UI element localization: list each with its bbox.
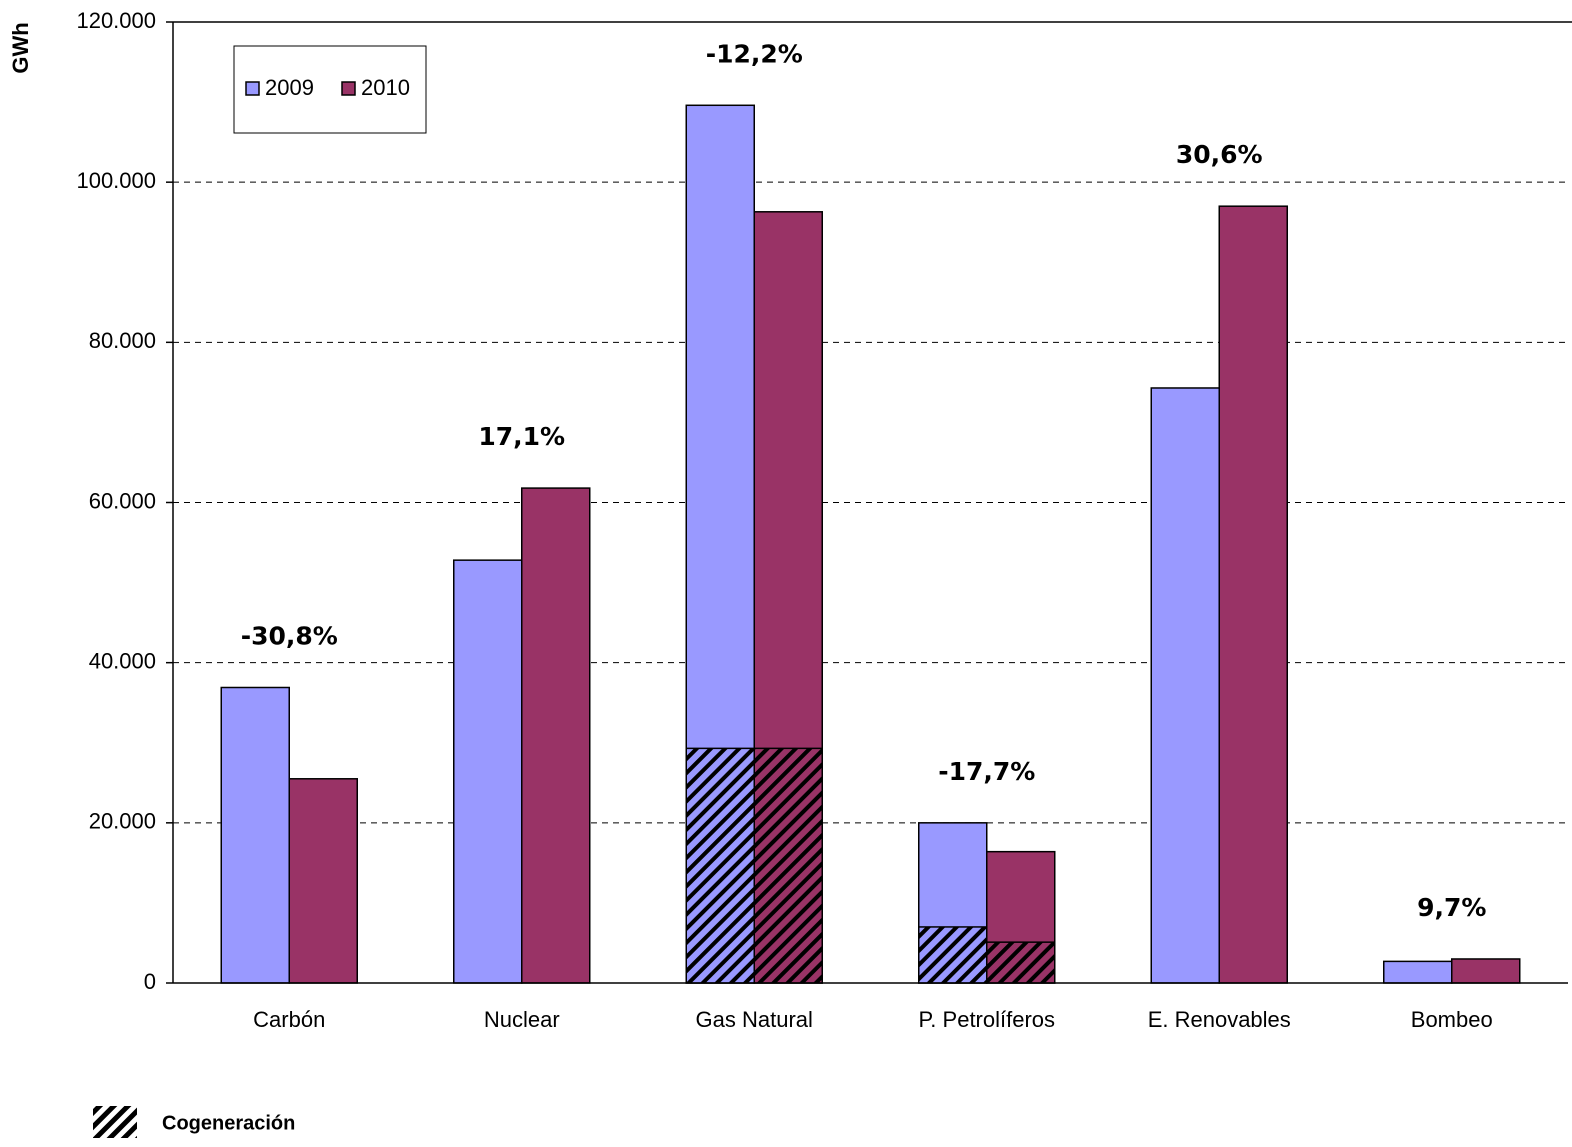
cogeneration-swatch <box>93 1106 137 1138</box>
x-tick-label: Carbón <box>253 1007 325 1032</box>
cogeneration-legend-label: Cogeneración <box>162 1112 295 1134</box>
cogeneration-bar <box>753 747 823 984</box>
legend-label: 2010 <box>361 75 410 100</box>
x-tick-label: P. Petrolíferos <box>918 1007 1055 1032</box>
legend-swatch <box>341 81 356 96</box>
x-tick-label: Bombeo <box>1411 1007 1493 1032</box>
y-tick-label: 100.000 <box>76 168 156 193</box>
x-tick-label: E. Renovables <box>1148 1007 1291 1032</box>
bar <box>453 559 523 984</box>
y-tick-label: 40.000 <box>89 648 156 673</box>
legend-swatch <box>245 81 260 96</box>
cogeneration-bar <box>986 941 1056 984</box>
annotation: 9,7% <box>1417 893 1486 922</box>
y-tick-label: 0 <box>144 969 156 994</box>
y-axis-label: GWh <box>8 22 33 73</box>
bar <box>220 686 290 984</box>
annotation: -12,2% <box>706 39 803 68</box>
y-tick-label: 120.000 <box>76 8 156 33</box>
y-tick-label: 60.000 <box>89 488 156 513</box>
bar <box>1218 205 1288 984</box>
annotation: -30,8% <box>241 621 338 650</box>
cogeneration-bar <box>685 747 755 984</box>
x-tick-label: Gas Natural <box>696 1007 813 1032</box>
bar <box>288 778 358 984</box>
legend-label: 2009 <box>265 75 314 100</box>
y-tick-label: 80.000 <box>89 328 156 353</box>
annotation: 30,6% <box>1176 140 1263 169</box>
cogeneration-bar <box>918 926 988 984</box>
y-tick-label: 20.000 <box>89 809 156 834</box>
bar <box>1383 960 1453 984</box>
bar <box>1150 387 1220 984</box>
annotation: 17,1% <box>478 422 565 451</box>
bar <box>1451 958 1521 984</box>
x-tick-label: Nuclear <box>484 1007 560 1032</box>
bar <box>521 487 591 984</box>
annotation: -17,7% <box>938 757 1035 786</box>
legend-box <box>233 45 427 134</box>
